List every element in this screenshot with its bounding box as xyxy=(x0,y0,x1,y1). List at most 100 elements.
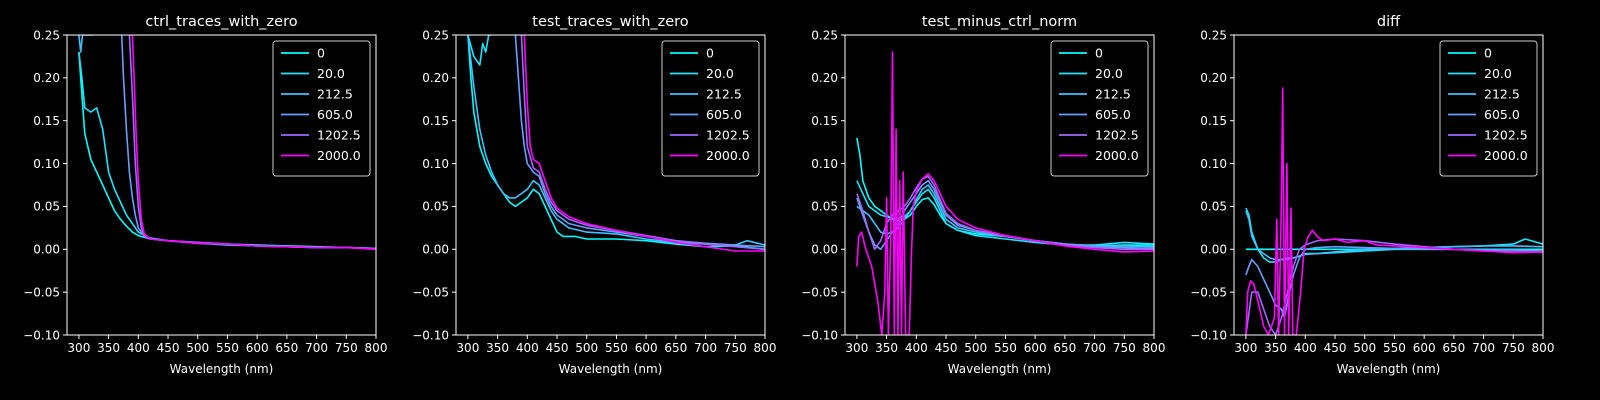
legend-label: 605.0 xyxy=(706,107,742,122)
chart-title: test_minus_ctrl_norm xyxy=(922,14,1077,30)
y-tick-label: 0.05 xyxy=(33,200,60,214)
series-line-2000.0 xyxy=(856,51,1154,335)
x-tick-label: 600 xyxy=(1413,341,1436,355)
x-tick-label: 750 xyxy=(724,341,747,355)
y-tick-label: 0.15 xyxy=(422,114,449,128)
legend-label: 212.5 xyxy=(1095,87,1131,102)
x-tick-label: 600 xyxy=(1024,341,1047,355)
legend-label: 20.0 xyxy=(1095,66,1123,81)
x-tick-label: 450 xyxy=(157,341,180,355)
y-tick-label: 0.00 xyxy=(33,243,60,257)
legend-label: 1202.5 xyxy=(1095,128,1139,143)
legend-box xyxy=(661,40,760,177)
x-tick-label: 750 xyxy=(1113,341,1136,355)
chart-title: ctrl_traces_with_zero xyxy=(145,14,297,30)
x-tick-label: 650 xyxy=(1053,341,1076,355)
legend: 0 20.0 212.5 605.0 1202.5 2000.0 xyxy=(661,40,760,177)
y-tick-label: 0.25 xyxy=(811,28,838,42)
x-tick-label: 450 xyxy=(1324,341,1347,355)
legend-label: 1202.5 xyxy=(1484,128,1528,143)
legend-label: 2000.0 xyxy=(317,148,361,163)
legend-box xyxy=(1439,40,1538,177)
x-tick-label: 500 xyxy=(1353,341,1376,355)
chart-panel-1: ctrl_traces_with_zero 300 350 400 450 500 550 6… xyxy=(23,14,387,376)
legend-label: 20.0 xyxy=(706,66,734,81)
series-group xyxy=(856,51,1154,335)
legend-box xyxy=(1050,40,1149,177)
series-group xyxy=(1245,87,1543,335)
x-tick-label: 300 xyxy=(67,341,90,355)
y-tick-label: 0.15 xyxy=(811,114,838,128)
x-tick-label: 500 xyxy=(575,341,598,355)
legend-label: 20.0 xyxy=(1484,66,1512,81)
y-tick-label: 0.20 xyxy=(33,71,60,85)
x-tick-label: 550 xyxy=(1383,341,1406,355)
legend-label: 1202.5 xyxy=(706,128,750,143)
x-tick-label: 800 xyxy=(365,341,388,355)
plot-frame xyxy=(1233,34,1544,336)
y-tick-label: 0.25 xyxy=(1200,28,1227,42)
legend-label: 212.5 xyxy=(706,87,742,102)
series-line-0 xyxy=(78,52,376,250)
y-tick-label: 0.15 xyxy=(33,114,60,128)
y-tick-label: 0.00 xyxy=(811,243,838,257)
x-axis-label: Wavelength (nm) xyxy=(1337,362,1441,376)
x-tick-label: 800 xyxy=(1143,341,1166,355)
series-line-212.5 xyxy=(1245,210,1543,261)
x-tick-label: 800 xyxy=(754,341,777,355)
x-tick-label: 550 xyxy=(994,341,1017,355)
legend-label: 212.5 xyxy=(1484,87,1520,102)
x-tick-label: 350 xyxy=(1264,341,1287,355)
x-tick-label: 800 xyxy=(1532,341,1555,355)
legend: 0 20.0 212.5 605.0 1202.5 2000.0 xyxy=(272,40,371,177)
x-tick-label: 550 xyxy=(216,341,239,355)
legend-label: 2000.0 xyxy=(706,148,750,163)
x-tick-label: 700 xyxy=(1083,341,1106,355)
legend-label: 1202.5 xyxy=(317,128,361,143)
y-tick-label: 0.20 xyxy=(422,71,449,85)
series-group xyxy=(467,35,765,252)
series-line-2000.0 xyxy=(1245,87,1543,335)
y-tick-label: −0.05 xyxy=(23,285,60,299)
x-tick-label: 300 xyxy=(456,341,479,355)
chart-panel-3: test_minus_ctrl_norm 300 350 400 450 500 550 60… xyxy=(801,14,1165,376)
y-tick-label: 0.15 xyxy=(1200,114,1227,128)
chart-title: test_traces_with_zero xyxy=(532,14,689,30)
legend-label: 2000.0 xyxy=(1095,148,1139,163)
legend-label: 0 xyxy=(1095,46,1103,61)
legend: 0 20.0 212.5 605.0 1202.5 2000.0 xyxy=(1439,40,1538,177)
series-line-2000.0 xyxy=(523,35,765,252)
y-tick-label: 0.20 xyxy=(811,71,838,85)
series-line-20.0 xyxy=(467,35,492,66)
series-line-212.5 xyxy=(78,35,94,53)
legend-label: 605.0 xyxy=(1484,107,1520,122)
y-tick-label: 0.10 xyxy=(811,157,838,171)
legend-label: 0 xyxy=(706,46,714,61)
x-axis-label: Wavelength (nm) xyxy=(170,362,274,376)
x-tick-label: 700 xyxy=(305,341,328,355)
x-tick-label: 700 xyxy=(1472,341,1495,355)
legend-label: 605.0 xyxy=(317,107,353,122)
legend-label: 605.0 xyxy=(1095,107,1131,122)
y-tick-label: 0.25 xyxy=(33,28,60,42)
legend-label: 212.5 xyxy=(317,87,353,102)
series-group xyxy=(78,35,376,251)
chart-title: diff xyxy=(1377,14,1401,30)
series-line-2000.0 xyxy=(131,35,376,251)
y-tick-label: 0.05 xyxy=(422,200,449,214)
x-tick-label: 350 xyxy=(486,341,509,355)
x-tick-label: 700 xyxy=(694,341,717,355)
legend-box xyxy=(272,40,371,177)
y-tick-label: 0.10 xyxy=(1200,157,1227,171)
plot-frame xyxy=(66,34,377,336)
x-tick-label: 600 xyxy=(635,341,658,355)
y-tick-label: 0.10 xyxy=(33,157,60,171)
chart-panel-4: diff 300 350 400 450 500 550 600 650 700 750 800 −0.… xyxy=(1190,14,1554,376)
y-tick-label: 0.05 xyxy=(811,200,838,214)
legend-label: 2000.0 xyxy=(1484,148,1528,163)
x-tick-label: 350 xyxy=(875,341,898,355)
series-line-20.0 xyxy=(856,180,1154,246)
chart-panel-2: test_traces_with_zero 300 350 400 450 500 550 6… xyxy=(412,14,776,376)
